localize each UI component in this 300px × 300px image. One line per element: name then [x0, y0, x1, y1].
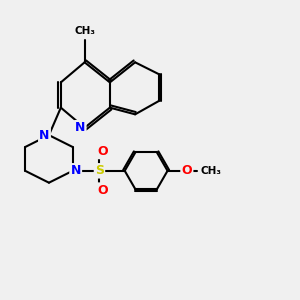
- Text: O: O: [98, 184, 108, 196]
- Text: O: O: [182, 164, 192, 177]
- Text: N: N: [75, 121, 85, 134]
- Text: CH₃: CH₃: [74, 26, 95, 37]
- Text: S: S: [95, 164, 104, 177]
- Text: CH₃: CH₃: [201, 166, 222, 176]
- Text: N: N: [39, 129, 50, 142]
- Text: N: N: [70, 164, 81, 177]
- Text: O: O: [98, 145, 108, 158]
